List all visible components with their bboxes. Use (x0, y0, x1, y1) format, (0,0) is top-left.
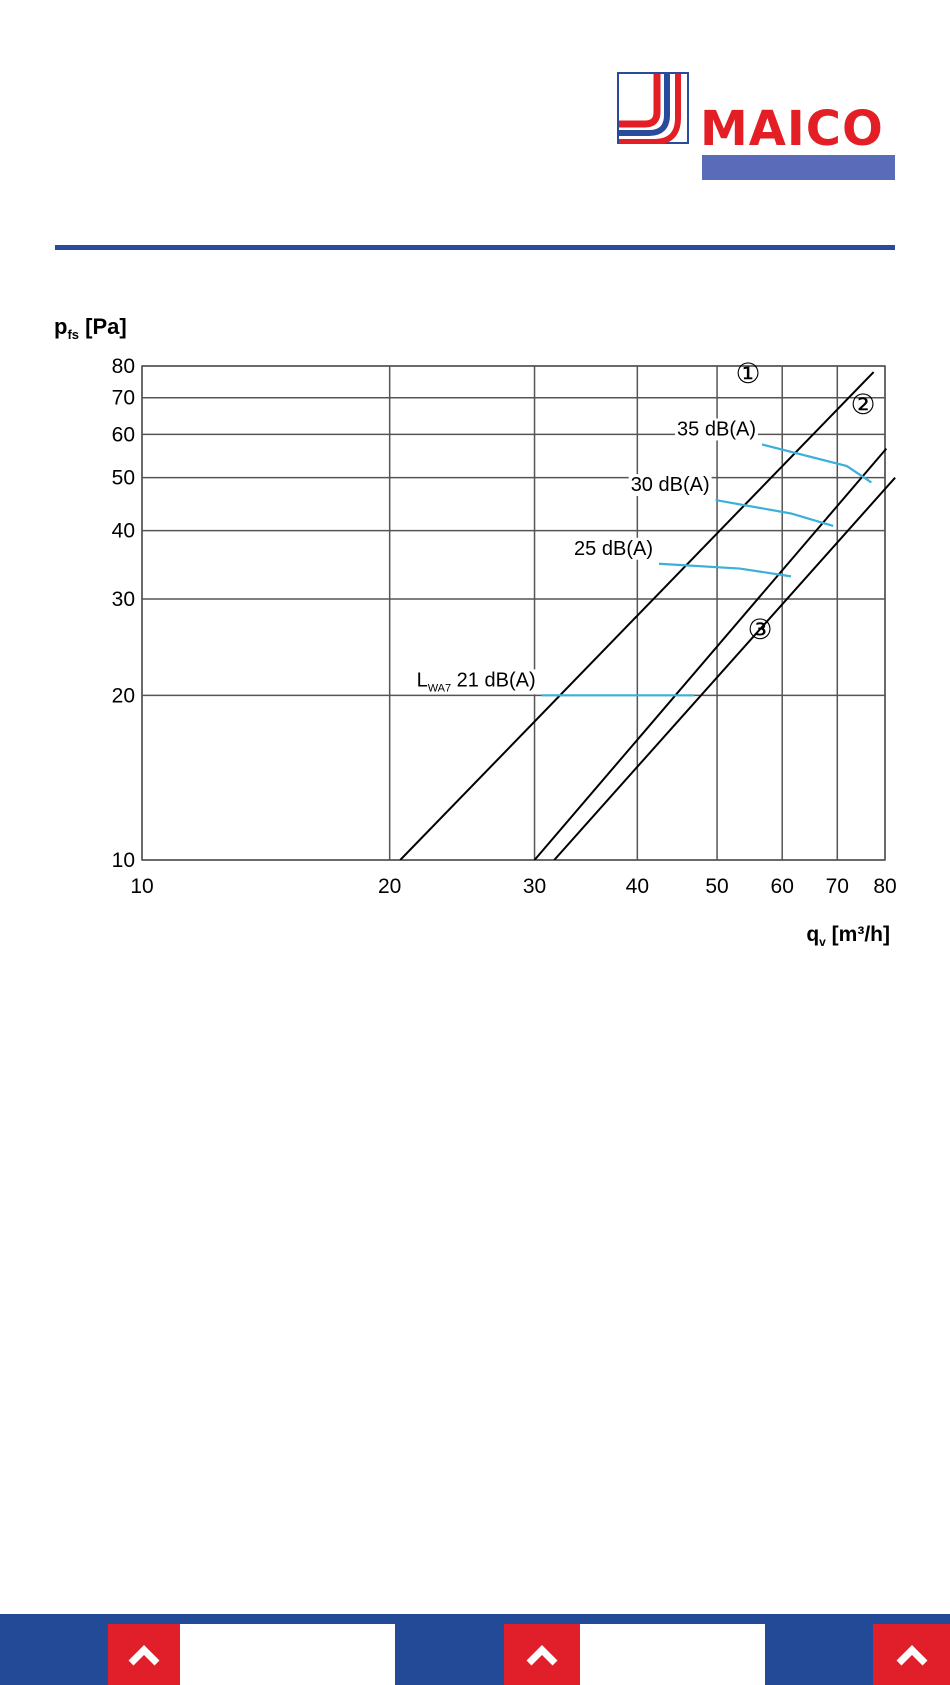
logo-bar (702, 155, 895, 180)
chart-curves (399, 371, 896, 860)
chart-labels: 10 20 30 40 50 60 70 80 10 20 30 40 50 60 70 80 pfs [Pa]… (54, 314, 897, 949)
y-axis-label: pfs [Pa] (54, 314, 127, 342)
y-tick-label: 80 (112, 355, 135, 378)
noise-curves (541, 443, 872, 697)
fan-curve-2 (533, 447, 888, 860)
y-tick-label: 70 (112, 387, 135, 410)
chevron-up-icon (526, 1644, 558, 1665)
noise-label-bg (628, 474, 712, 497)
noise-label-bg (572, 537, 655, 560)
noise-label: 25 dB(A) (574, 538, 653, 560)
x-axis-label: qv [m³/h] (806, 923, 890, 949)
x-tick-label: 20 (378, 875, 401, 898)
x-tick-label: 80 (873, 875, 896, 898)
header-rule (55, 245, 895, 250)
fan-curve-chart: 10 20 30 40 50 60 70 80 10 20 30 40 50 60 70 80 pfs [Pa]… (54, 314, 897, 949)
nav-up-button-2[interactable] (504, 1624, 580, 1685)
chevron-up-icon (896, 1644, 927, 1665)
y-tick-label: 30 (112, 588, 135, 611)
noise-curve-2 (658, 562, 792, 578)
chevron-up-icon (128, 1644, 160, 1665)
series-label-2: ② (850, 389, 875, 420)
x-tick-label: 40 (626, 875, 649, 898)
noise-label: 35 dB(A) (677, 418, 756, 440)
maico-logo: MAICO (617, 72, 897, 180)
y-tick-label: 60 (112, 423, 135, 446)
x-tick-label: 30 (523, 875, 546, 898)
y-tick-label: 10 (112, 849, 135, 872)
x-tick-label: 50 (705, 875, 728, 898)
y-tick-label: 20 (112, 684, 135, 707)
noise-label: LWA7 21 dB(A) (417, 669, 536, 694)
fan-curve-3 (553, 476, 896, 860)
x-tick-label: 70 (826, 875, 849, 898)
nav-field-1 (180, 1624, 395, 1685)
nav-up-button-3[interactable] (873, 1624, 950, 1685)
y-tick-label: 50 (112, 467, 135, 490)
noise-label: 30 dB(A) (631, 474, 710, 496)
footer-nav (0, 1614, 950, 1685)
noise-curve-1 (715, 498, 834, 528)
y-tick-label: 40 (112, 520, 135, 543)
x-tick-label: 10 (130, 875, 153, 898)
series-label-3: ③ (747, 614, 772, 645)
series-label-1: ① (735, 358, 760, 389)
noise-label-bg (414, 669, 538, 695)
nav-up-button-1[interactable] (108, 1624, 180, 1685)
noise-curve-0 (761, 443, 872, 484)
noise-label-bg (675, 418, 758, 441)
nav-field-2 (580, 1624, 765, 1685)
chart-grid (141, 365, 886, 861)
brand-name: MAICO (700, 101, 884, 157)
x-tick-label: 60 (771, 875, 794, 898)
maico-mark-icon (617, 72, 689, 144)
